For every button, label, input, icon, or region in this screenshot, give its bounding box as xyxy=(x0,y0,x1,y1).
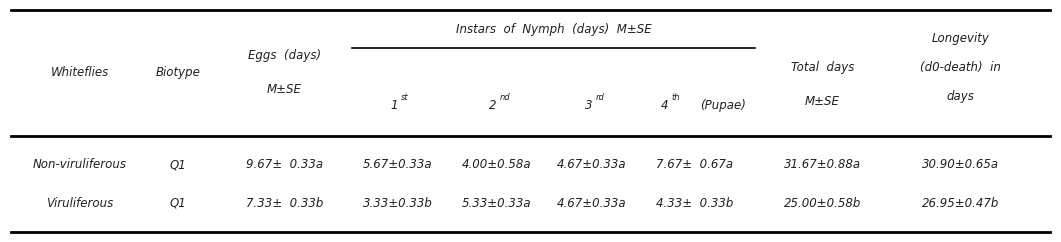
Text: 5.33±0.33a: 5.33±0.33a xyxy=(462,197,532,210)
Text: rd: rd xyxy=(595,93,604,102)
Text: Instars  of  Nymph  (days)  M±SE: Instars of Nymph (days) M±SE xyxy=(456,23,651,36)
Text: Total  days: Total days xyxy=(790,61,854,74)
Text: 30.90±0.65a: 30.90±0.65a xyxy=(922,158,998,171)
Text: 4.33±  0.33b: 4.33± 0.33b xyxy=(657,197,733,210)
Text: Whiteflies: Whiteflies xyxy=(51,66,108,79)
Text: 26.95±0.47b: 26.95±0.47b xyxy=(922,197,998,210)
Text: th: th xyxy=(672,93,680,102)
Text: 1: 1 xyxy=(390,99,398,112)
Text: Longevity: Longevity xyxy=(932,32,989,45)
Text: st: st xyxy=(401,93,408,102)
Text: 9.67±  0.33a: 9.67± 0.33a xyxy=(246,158,323,171)
Text: 5.67±0.33a: 5.67±0.33a xyxy=(363,158,433,171)
Text: Eggs  (days): Eggs (days) xyxy=(248,49,320,62)
Text: Non-viruliferous: Non-viruliferous xyxy=(33,158,126,171)
Text: 25.00±0.58b: 25.00±0.58b xyxy=(784,197,860,210)
Text: Q1: Q1 xyxy=(170,158,187,171)
Text: (d0-death)  in: (d0-death) in xyxy=(920,61,1001,74)
Text: 4.67±0.33a: 4.67±0.33a xyxy=(557,197,627,210)
Text: Viruliferous: Viruliferous xyxy=(46,197,114,210)
Text: 7.33±  0.33b: 7.33± 0.33b xyxy=(246,197,323,210)
Text: 4.67±0.33a: 4.67±0.33a xyxy=(557,158,627,171)
Text: 7.67±  0.67a: 7.67± 0.67a xyxy=(657,158,733,171)
Text: 4: 4 xyxy=(661,99,668,112)
Text: 4.00±0.58a: 4.00±0.58a xyxy=(462,158,532,171)
Text: M±SE: M±SE xyxy=(267,83,301,96)
Text: 31.67±0.88a: 31.67±0.88a xyxy=(784,158,860,171)
Text: days: days xyxy=(946,90,974,103)
Text: (Pupae): (Pupae) xyxy=(700,99,746,112)
Text: M±SE: M±SE xyxy=(805,95,839,108)
Text: 3.33±0.33b: 3.33±0.33b xyxy=(363,197,433,210)
Text: nd: nd xyxy=(500,93,510,102)
Text: 3: 3 xyxy=(585,99,592,112)
Text: Q1: Q1 xyxy=(170,197,187,210)
Text: Biotype: Biotype xyxy=(156,66,201,79)
Text: 2: 2 xyxy=(489,99,497,112)
